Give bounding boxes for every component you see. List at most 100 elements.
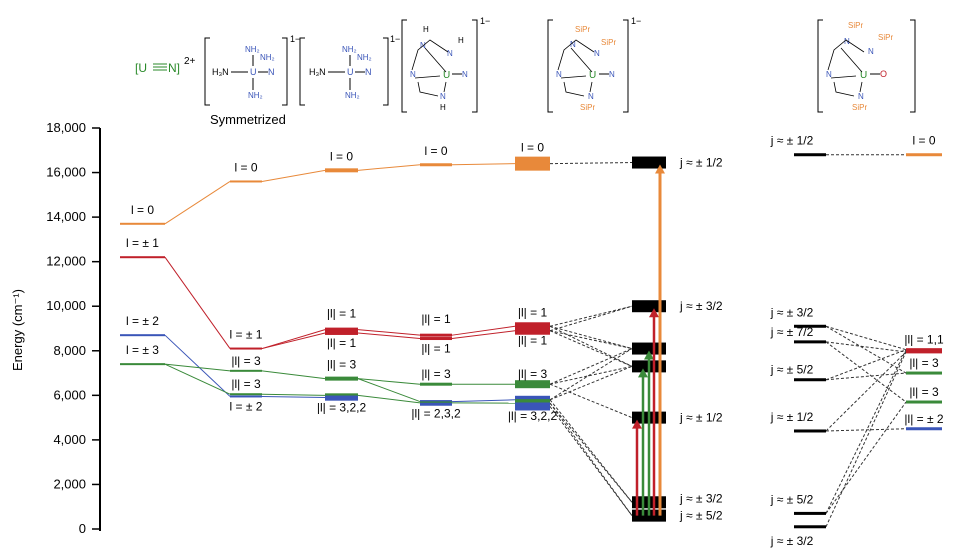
level-label: |l| = 1 — [421, 312, 451, 326]
y-axis-label: Energy (cm⁻¹) — [10, 289, 25, 371]
energy-level — [420, 333, 452, 337]
svg-text:SiPr: SiPr — [575, 25, 590, 34]
svg-text:SiPr: SiPr — [852, 103, 867, 112]
energy-level — [120, 256, 165, 259]
level-label: |l| = 3 — [231, 354, 261, 368]
dashed-connector — [825, 401, 907, 514]
arrow-head — [655, 164, 665, 174]
svg-text:[U: [U — [135, 61, 147, 75]
energy-level — [906, 348, 942, 352]
energy-level — [420, 402, 452, 406]
y-tick-label: 12,000 — [46, 254, 86, 269]
connector-line — [164, 334, 231, 397]
level-label: j ≈ ± 3/2 — [679, 491, 723, 505]
svg-text:N: N — [868, 47, 874, 56]
energy-level — [794, 153, 826, 157]
energy-level — [515, 402, 550, 411]
level-label: |l| = 3 — [518, 367, 548, 381]
y-tick-label: 2,000 — [53, 476, 86, 491]
energy-level — [515, 380, 550, 389]
dashed-connector — [825, 349, 907, 381]
dashed-connector — [825, 428, 907, 432]
level-label: j ≈ ± 1/2 — [679, 411, 723, 425]
svg-text:N: N — [440, 92, 446, 101]
molecule-4: 1− H N N H U N N N H — [401, 16, 490, 113]
connector-line — [357, 378, 421, 403]
svg-text:N: N — [462, 70, 468, 79]
dashed-connector — [549, 325, 633, 367]
level-connectors — [164, 154, 907, 527]
energy-level — [632, 300, 666, 313]
symmetrized-label: Symmetrized — [210, 112, 286, 127]
svg-text:NH₂: NH₂ — [342, 45, 357, 54]
arrow-head — [644, 350, 654, 360]
svg-text:NH₂: NH₂ — [357, 53, 372, 62]
molecule-uN-cation: [U N] 2+ — [135, 56, 196, 75]
level-label: j ≈ ± 5/2 — [770, 492, 814, 506]
y-tick-label: 6,000 — [53, 387, 86, 402]
level-label: j ≈ ± 5/2 — [679, 509, 723, 523]
transition-arrows — [632, 164, 665, 516]
y-axis: 0 2,000 4,000 6,000 8,000 10,000 12,000 14,000 1… — [10, 120, 101, 536]
energy-level — [325, 396, 358, 401]
arrow-head — [638, 368, 648, 378]
level-label: l = ± 2 — [126, 314, 159, 328]
svg-text:SiPr: SiPr — [580, 103, 595, 112]
y-tick-label: 14,000 — [46, 209, 86, 224]
connector-line — [261, 370, 326, 380]
y-tick-label: 16,000 — [46, 165, 86, 180]
dashed-connector — [825, 325, 907, 351]
energy-level — [794, 378, 826, 382]
svg-text:NH₂: NH₂ — [260, 53, 275, 62]
level-label: j ≈ ± 1/2 — [770, 134, 814, 148]
svg-text:U: U — [250, 67, 257, 77]
y-tick-label: 8,000 — [53, 343, 86, 358]
connector-line — [261, 395, 326, 399]
dashed-connector — [549, 330, 633, 350]
dashed-connector — [549, 348, 633, 385]
connector-line — [261, 393, 326, 396]
svg-text:U: U — [347, 67, 354, 77]
svg-text:H₃N: H₃N — [212, 67, 229, 77]
svg-text:NH₂: NH₂ — [248, 91, 263, 100]
svg-text:N: N — [410, 70, 416, 79]
connector-line — [451, 330, 516, 340]
svg-text:N: N — [858, 92, 864, 101]
dashed-connector — [825, 372, 907, 381]
connector-line — [261, 169, 326, 182]
connector-line — [164, 363, 231, 395]
svg-text:N: N — [588, 92, 594, 101]
dashed-connector — [825, 325, 907, 374]
svg-text:N: N — [826, 70, 832, 79]
connector-line — [357, 332, 421, 340]
svg-text:SiPr: SiPr — [601, 38, 616, 47]
dashed-connector — [549, 325, 633, 350]
level-label: l = 0 — [131, 203, 154, 217]
connector-line — [451, 399, 516, 403]
energy-level — [230, 369, 262, 372]
level-label: l = ± 2 — [230, 399, 263, 413]
dashed-connector — [549, 365, 633, 385]
svg-text:1−: 1− — [480, 16, 490, 26]
dashed-connector — [825, 349, 907, 514]
svg-text:N: N — [594, 49, 600, 58]
energy-level — [325, 376, 358, 381]
energy-level — [230, 393, 262, 396]
level-label: |l| = 3 — [231, 377, 261, 391]
dashed-connector — [549, 305, 633, 332]
energy-level — [632, 342, 666, 355]
energy-level — [906, 427, 942, 431]
energy-level — [906, 400, 942, 404]
svg-text:H₃N: H₃N — [309, 67, 326, 77]
y-tick-label: 10,000 — [46, 298, 86, 313]
energy-level — [325, 330, 358, 335]
energy-level — [325, 327, 358, 332]
level-label: |l| = 3 — [327, 358, 357, 372]
connector-line — [357, 378, 421, 385]
dashed-connector — [825, 351, 907, 432]
level-label: |l| = 3 — [421, 367, 451, 381]
svg-text:N: N — [844, 37, 850, 46]
connector-line — [261, 332, 326, 350]
dashed-connector — [549, 402, 633, 516]
level-label: |l| = 1 — [327, 336, 357, 350]
